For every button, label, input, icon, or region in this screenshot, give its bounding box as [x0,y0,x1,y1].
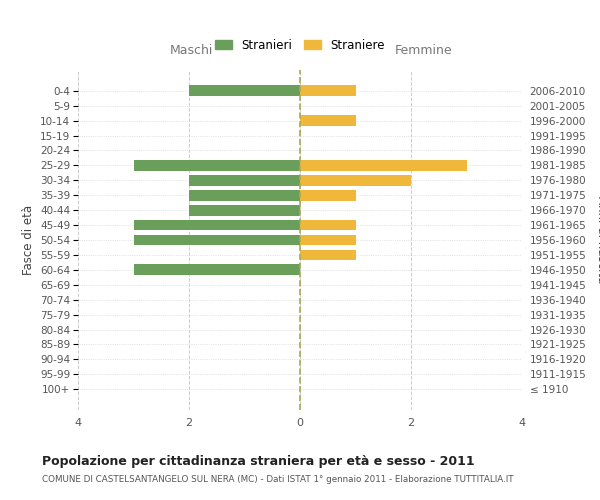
Text: COMUNE DI CASTELSANTANGELO SUL NERA (MC) - Dati ISTAT 1° gennaio 2011 - Elaboraz: COMUNE DI CASTELSANTANGELO SUL NERA (MC)… [42,475,514,484]
Bar [133,234,300,246]
Bar [300,190,355,200]
Bar [189,205,300,216]
Bar [300,175,411,186]
Bar [300,86,355,96]
Bar [189,190,300,200]
Bar [133,160,300,171]
Bar [300,160,467,171]
Bar [133,220,300,230]
Text: Popolazione per cittadinanza straniera per età e sesso - 2011: Popolazione per cittadinanza straniera p… [42,455,475,468]
Legend: Stranieri, Straniere: Stranieri, Straniere [212,35,388,55]
Text: Femmine: Femmine [395,44,452,58]
Bar [133,264,300,275]
Y-axis label: Anni di nascita: Anni di nascita [595,196,600,284]
Bar [300,250,355,260]
Y-axis label: Fasce di età: Fasce di età [22,205,35,275]
Bar [300,234,355,246]
Bar [300,220,355,230]
Bar [189,86,300,96]
Bar [300,116,355,126]
Bar [189,175,300,186]
Text: Maschi: Maschi [170,44,213,58]
